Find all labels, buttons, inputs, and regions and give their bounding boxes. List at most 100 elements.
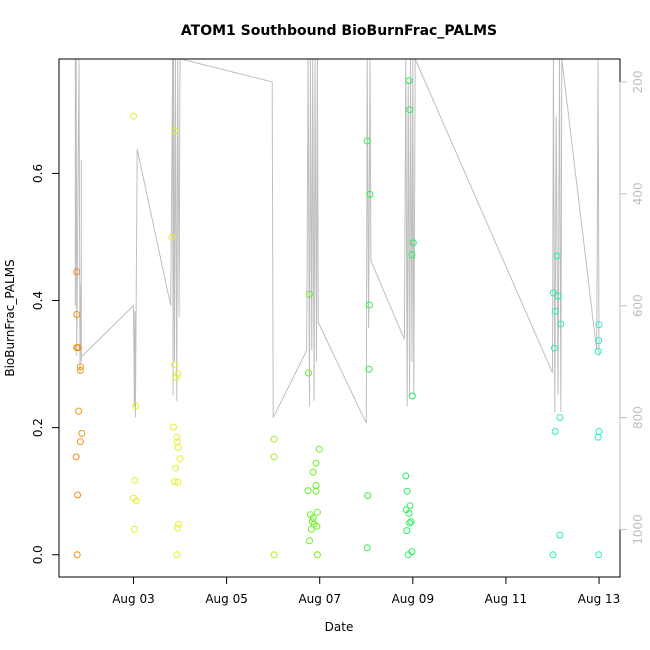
data-point	[173, 551, 181, 559]
data-point	[315, 445, 323, 453]
data-point	[270, 435, 278, 443]
data-point	[553, 252, 561, 260]
data-point	[595, 551, 603, 559]
data-point	[402, 472, 410, 480]
data-point	[305, 369, 312, 377]
data-point	[74, 491, 82, 499]
data-point	[75, 407, 83, 415]
data-point	[366, 301, 373, 309]
data-point	[309, 468, 317, 476]
right-y-tick-label: 600	[631, 294, 645, 317]
data-point	[405, 509, 413, 517]
data-point	[313, 508, 321, 516]
data-point	[73, 268, 81, 276]
data-point	[306, 290, 313, 298]
data-point	[313, 551, 321, 559]
data-point	[132, 402, 140, 410]
x-axis: Aug 03 Aug 05 Aug 07 Aug 09 Aug 11 Aug 13	[112, 576, 620, 606]
data-point	[174, 524, 182, 532]
data-point	[594, 433, 602, 441]
data-point	[76, 363, 84, 371]
data-point	[168, 233, 176, 241]
data-points-layer	[72, 77, 603, 559]
data-point	[550, 344, 558, 352]
y-axis: 0.0 0.2 0.4 0.6	[31, 164, 60, 564]
data-point	[403, 527, 411, 535]
data-point	[132, 497, 140, 505]
y-axis-label: BioBurnFrac_PALMS	[3, 259, 17, 376]
data-point	[173, 438, 181, 446]
data-point	[406, 519, 414, 527]
data-point	[131, 476, 139, 484]
data-point	[595, 321, 603, 329]
y-tick-label: 0.6	[31, 164, 45, 183]
data-point	[171, 464, 179, 472]
data-point	[404, 551, 412, 559]
data-point	[130, 112, 137, 120]
pressure-track-layer	[74, 58, 600, 424]
data-point	[408, 548, 416, 556]
data-point	[363, 544, 371, 552]
data-point	[270, 453, 278, 461]
data-point	[405, 77, 413, 85]
data-point	[595, 428, 603, 435]
chart-title: ATOM1 Southbound BioBurnFrac_PALMS	[181, 23, 497, 39]
data-point	[406, 106, 414, 114]
y-tick-label: 0.0	[31, 545, 45, 564]
x-axis-label: Date	[325, 620, 354, 634]
data-point	[365, 365, 373, 373]
data-point	[407, 518, 415, 526]
right-y-tick-label: 1000	[631, 514, 645, 545]
right-y-tick-label: 200	[631, 70, 645, 93]
data-point	[172, 373, 180, 381]
data-point	[556, 414, 564, 421]
data-point	[73, 551, 81, 559]
data-point	[171, 127, 178, 135]
data-point	[363, 137, 371, 145]
plot-frame	[58, 58, 621, 578]
data-point	[313, 522, 321, 530]
data-point	[551, 428, 559, 435]
data-point	[364, 492, 372, 500]
data-point	[76, 366, 84, 374]
data-point	[408, 251, 416, 259]
data-point	[312, 482, 320, 489]
data-point	[594, 347, 602, 355]
data-point	[549, 551, 557, 559]
data-point	[74, 344, 82, 352]
data-point	[595, 337, 603, 345]
y-tick-label: 0.4	[31, 291, 45, 310]
data-point	[307, 525, 315, 533]
pressure-track-line	[74, 58, 600, 424]
x-tick-label: Aug 05	[205, 592, 248, 606]
data-point	[174, 478, 182, 486]
data-point	[557, 320, 565, 328]
x-tick-label: Aug 09	[392, 592, 435, 606]
data-point	[306, 537, 313, 545]
data-point	[174, 370, 182, 378]
data-point	[171, 478, 178, 486]
data-point	[551, 307, 559, 315]
x-tick-label: Aug 03	[112, 592, 155, 606]
data-point	[130, 525, 138, 533]
data-point	[173, 433, 181, 441]
data-point	[403, 487, 411, 495]
data-point	[549, 289, 557, 297]
data-point	[408, 392, 416, 400]
data-point	[366, 190, 374, 198]
data-point	[76, 438, 84, 446]
data-point	[312, 487, 320, 495]
data-point	[270, 551, 278, 559]
data-point	[176, 455, 184, 463]
right-y-tick-label: 400	[631, 182, 645, 205]
data-point	[73, 311, 81, 318]
data-point	[312, 459, 320, 467]
y-tick-label: 0.2	[31, 418, 45, 437]
data-point	[170, 423, 177, 431]
right-y-tick-label: 800	[631, 406, 645, 429]
data-point	[409, 239, 417, 247]
data-point	[304, 487, 312, 495]
data-point	[175, 520, 183, 528]
x-tick-label: Aug 07	[298, 592, 341, 606]
